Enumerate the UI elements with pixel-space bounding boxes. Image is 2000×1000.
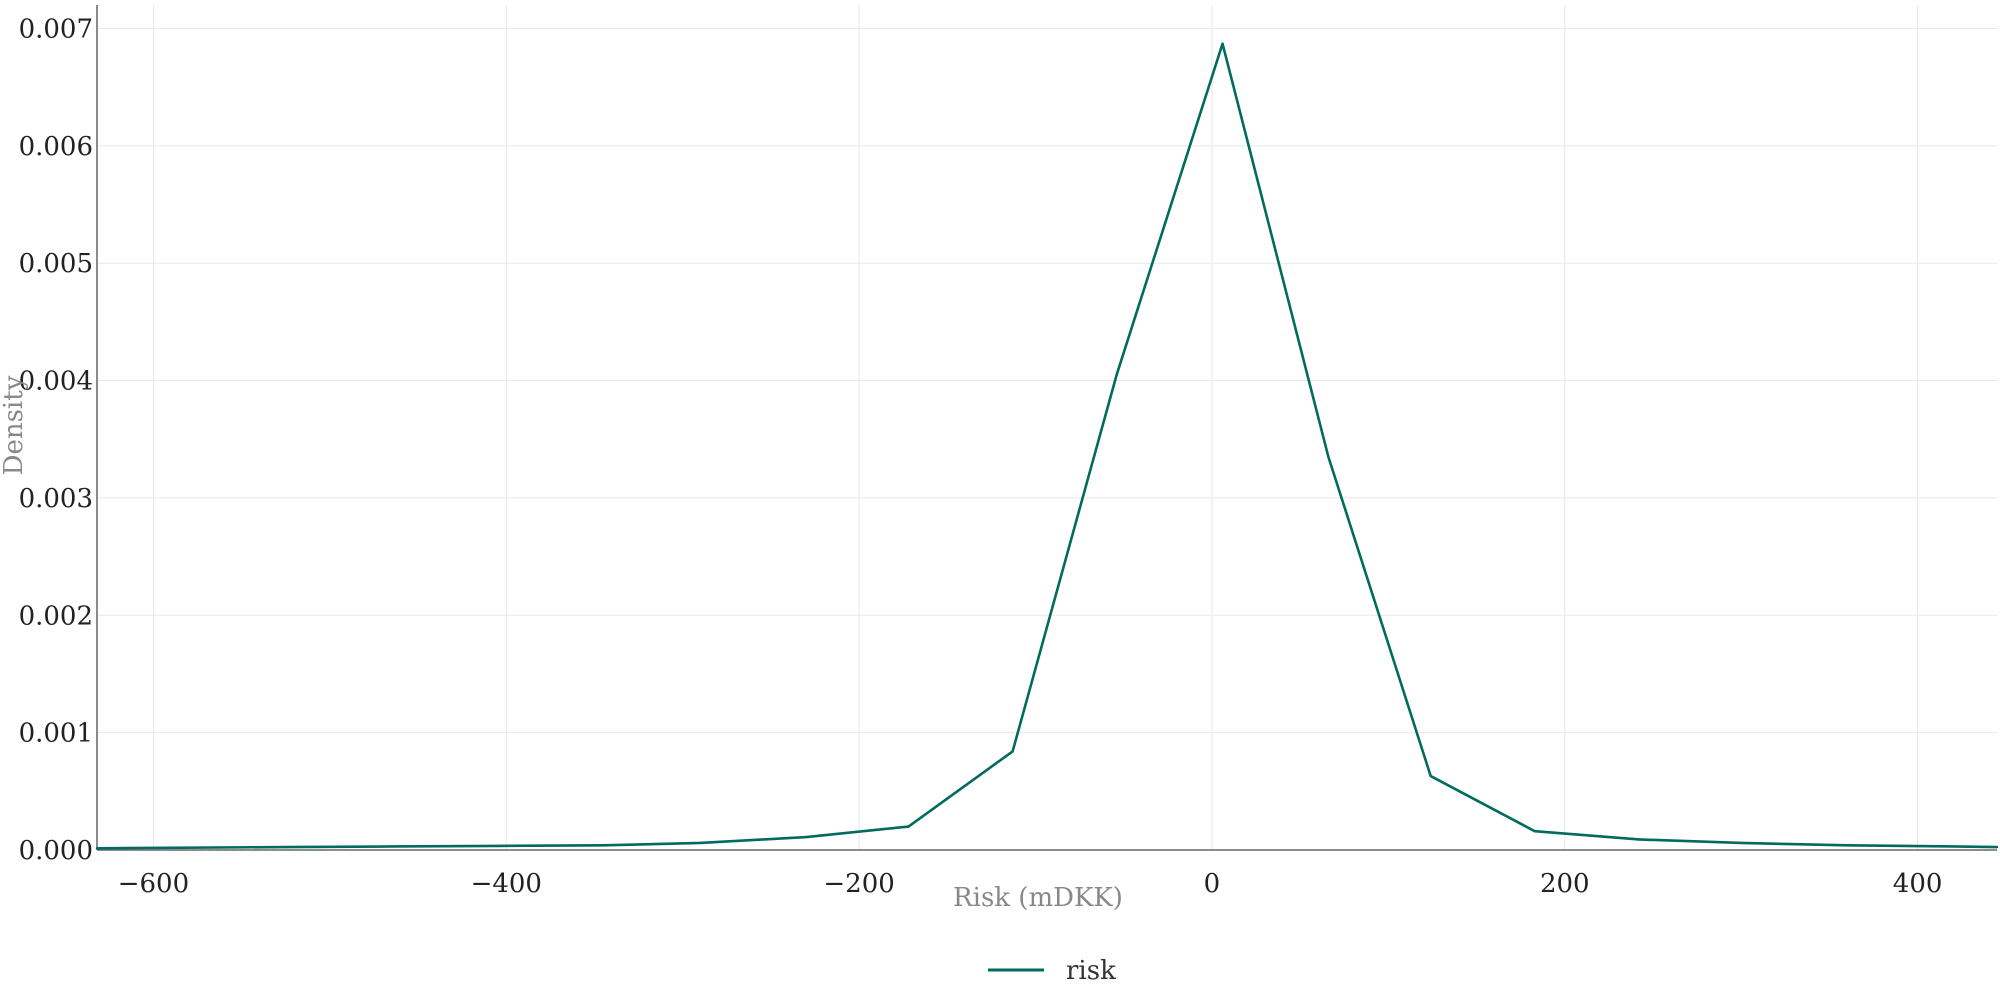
- legend[interactable]: risk: [988, 956, 1116, 986]
- x-tick-label: 400: [1893, 869, 1943, 899]
- y-tick-label: 0.005: [19, 249, 93, 279]
- y-tick-label: 0.004: [19, 367, 93, 397]
- data-point: [1739, 841, 1743, 845]
- y-tick-label: 0.003: [19, 484, 93, 514]
- y-tick-label: 0.001: [19, 719, 93, 749]
- x-tick-label: 0: [1204, 869, 1221, 899]
- data-point: [699, 841, 702, 845]
- data-point: [1011, 750, 1014, 753]
- data-point: [1327, 455, 1330, 459]
- data-point: [1533, 830, 1536, 833]
- data-point: [284, 845, 287, 849]
- data-point: [1221, 42, 1224, 45]
- y-tick-label: 0.007: [19, 14, 93, 44]
- data-point: [804, 835, 808, 839]
- data-point: [1115, 373, 1118, 376]
- x-tick-label: −600: [118, 869, 189, 899]
- y-axis-title: Density: [0, 375, 29, 475]
- series-layer: [95, 42, 1999, 850]
- data-point: [907, 825, 910, 828]
- x-tick-label: 200: [1540, 869, 1590, 899]
- y-tick-label: 0.000: [19, 836, 93, 866]
- y-tick-label: 0.006: [19, 132, 93, 162]
- x-tick-label: −200: [823, 869, 894, 899]
- data-point: [390, 845, 393, 848]
- x-gridlines: [152, 5, 1919, 850]
- data-point: [1429, 774, 1432, 778]
- legend-label-risk: risk: [1066, 956, 1116, 986]
- x-tick-labels: −600 −400 −200 0 200 400: [118, 869, 1943, 899]
- data-point: [95, 847, 99, 850]
- data-point: [1995, 845, 1999, 849]
- data-point: [602, 844, 605, 847]
- data-point: [1637, 838, 1641, 841]
- data-point: [1845, 844, 1849, 847]
- series-line-risk: [96, 42, 1998, 850]
- data-point: [496, 844, 499, 848]
- data-point: [1951, 845, 1955, 848]
- y-gridlines: [97, 27, 1997, 851]
- x-tick-label: −400: [471, 869, 542, 899]
- x-axis-title: Risk (mDKK): [953, 883, 1123, 913]
- y-tick-label: 0.002: [19, 601, 93, 631]
- y-tick-labels: 0.000 0.001 0.002 0.003 0.004 0.005 0.006 0.007: [19, 14, 93, 866]
